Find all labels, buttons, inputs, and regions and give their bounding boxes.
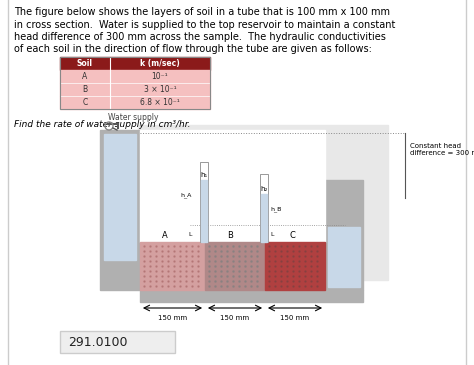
Text: h₁: h₁ [201,172,208,178]
Text: k (m/sec): k (m/sec) [140,59,180,68]
Text: B: B [227,231,233,240]
Text: C: C [82,98,88,107]
Text: Find the rate of water supply in cm³/hr.: Find the rate of water supply in cm³/hr. [14,120,191,129]
Bar [110,96,210,109]
Bar [110,83,210,96]
Text: L: L [270,232,273,237]
Bar [140,290,363,302]
Bar [260,174,268,242]
Text: of each soil in the direction of flow through the tube are given as follows:: of each soil in the direction of flow th… [14,45,372,54]
Bar [140,130,325,242]
Text: L: L [189,232,192,237]
Text: 10⁻¹: 10⁻¹ [152,72,168,81]
Bar [60,331,175,353]
Text: 150 mm: 150 mm [158,315,187,321]
Bar [60,70,110,83]
Text: A: A [162,231,167,240]
Bar [60,57,210,109]
Text: C: C [289,231,295,240]
Bar [100,130,140,290]
Text: A: A [82,72,88,81]
Text: Soil: Soil [77,59,93,68]
Text: B: B [82,85,88,94]
Text: Constant head
difference = 300 mm: Constant head difference = 300 mm [410,143,474,156]
Bar [200,162,208,242]
Bar [205,242,265,290]
Bar [104,134,136,260]
Text: h_A: h_A [181,192,192,198]
Bar [140,242,205,290]
Text: head difference of 300 mm across the sample.  The hydraulic conductivities: head difference of 300 mm across the sam… [14,32,386,42]
Text: 150 mm: 150 mm [220,315,250,321]
Text: h_B: h_B [270,206,282,212]
Bar [60,83,110,96]
Text: Water supply: Water supply [108,113,158,122]
Bar [261,194,267,242]
Bar [328,227,360,287]
Bar [325,180,363,290]
Bar [201,180,207,242]
Bar [110,57,210,70]
Bar [60,96,110,109]
Text: 291.0100: 291.0100 [68,335,128,349]
Text: The figure below shows the layers of soil in a tube that is 100 mm x 100 mm: The figure below shows the layers of soi… [14,7,390,17]
Bar [265,242,325,290]
Text: h₂: h₂ [260,186,268,192]
Text: in cross section.  Water is supplied to the top reservoir to maintain a constant: in cross section. Water is supplied to t… [14,19,395,30]
Text: 3 × 10⁻¹: 3 × 10⁻¹ [144,85,176,94]
Text: 6.8 × 10⁻¹: 6.8 × 10⁻¹ [140,98,180,107]
Bar [60,57,110,70]
Bar [110,70,210,83]
Bar [138,125,388,280]
Text: 150 mm: 150 mm [281,315,310,321]
